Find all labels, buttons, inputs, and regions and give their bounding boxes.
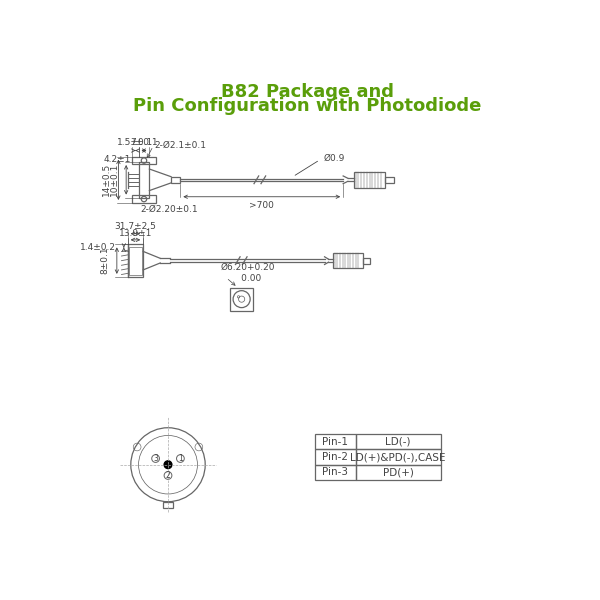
Bar: [315, 434, 356, 449]
Text: PD(+): PD(+): [383, 467, 413, 478]
Bar: [230, 287, 253, 311]
Text: 3: 3: [153, 454, 158, 463]
Circle shape: [164, 461, 172, 469]
Text: 1.5±0.1: 1.5±0.1: [118, 139, 154, 148]
Bar: [315, 449, 356, 464]
Bar: [171, 177, 181, 183]
Text: >700: >700: [250, 200, 274, 209]
Text: B82 Package and: B82 Package and: [221, 83, 394, 101]
Text: 10±0.1: 10±0.1: [110, 163, 119, 196]
Text: 2-Ø2.20±0.1: 2-Ø2.20±0.1: [140, 205, 198, 214]
Bar: [356, 434, 441, 449]
Text: 7±0.1: 7±0.1: [130, 139, 158, 148]
Bar: [385, 177, 394, 183]
Bar: [315, 464, 356, 480]
Bar: [129, 247, 142, 275]
Text: Ø0.9: Ø0.9: [324, 154, 345, 163]
Text: 4.2±1: 4.2±1: [103, 155, 131, 164]
Bar: [356, 449, 441, 464]
Text: 1.4±0.2: 1.4±0.2: [80, 243, 116, 252]
Text: Pin-3: Pin-3: [322, 467, 349, 478]
Text: 2-Ø2.1±0.1: 2-Ø2.1±0.1: [155, 140, 207, 149]
Text: Pin-2: Pin-2: [322, 452, 349, 462]
Bar: [356, 464, 441, 480]
Text: LD(+)&PD(-),CASE: LD(+)&PD(-),CASE: [350, 452, 446, 462]
Bar: [133, 195, 155, 203]
Bar: [163, 502, 173, 508]
Text: 31.7±2.5: 31.7±2.5: [115, 221, 157, 230]
Text: 14±0.5: 14±0.5: [101, 163, 110, 196]
Text: 13.9±1: 13.9±1: [119, 229, 152, 238]
Bar: [128, 244, 143, 277]
Text: Pin-1: Pin-1: [322, 437, 349, 446]
Bar: [362, 257, 370, 264]
Text: Ø6.20+0.20
       0.00: Ø6.20+0.20 0.00: [221, 263, 275, 283]
Bar: [354, 172, 385, 187]
Bar: [333, 253, 362, 268]
Text: 2: 2: [166, 471, 170, 480]
Text: 1: 1: [178, 454, 183, 463]
Bar: [139, 162, 149, 197]
Text: LD(-): LD(-): [385, 437, 411, 446]
Text: Pin Configuration with Photodiode: Pin Configuration with Photodiode: [133, 97, 482, 115]
Text: 8±0.1: 8±0.1: [100, 247, 109, 274]
Bar: [133, 157, 155, 164]
